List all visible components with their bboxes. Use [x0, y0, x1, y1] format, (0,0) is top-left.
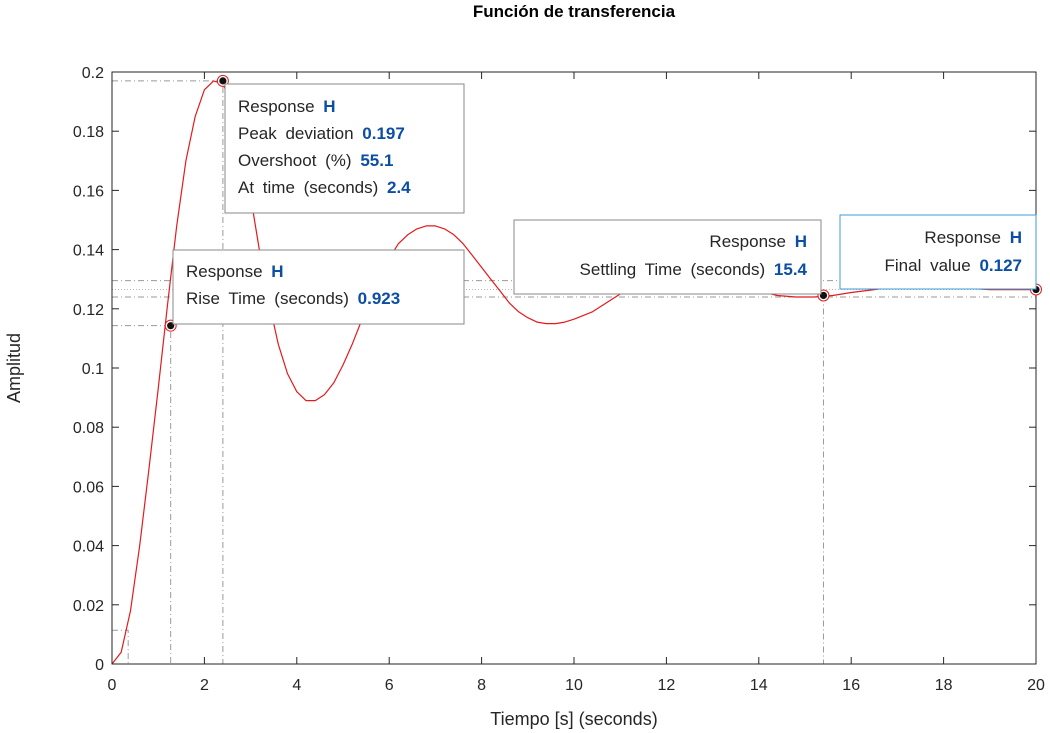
y-tick-label: 0.04: [73, 539, 104, 556]
datatip-value: 0.127: [979, 256, 1022, 275]
x-tick-label: 18: [935, 677, 953, 694]
svg-text:At time (seconds) 2.4: At time (seconds) 2.4: [238, 178, 411, 197]
y-tick-label: 0: [95, 657, 104, 674]
datatip-peak[interactable]: Response H Peak deviation 0.197 Overshoo…: [224, 83, 465, 214]
datatip-label: Response: [186, 262, 263, 281]
svg-text:Final value 0.127: Final value 0.127: [885, 256, 1023, 275]
datatip-label: Peak deviation: [238, 124, 354, 143]
x-tick-label: 16: [842, 677, 860, 694]
x-tick-label: 14: [750, 677, 768, 694]
datatip-final-value[interactable]: Response H Final value 0.127: [839, 214, 1037, 290]
datatip-label: Response: [238, 97, 315, 116]
rise-time-marker[interactable]: [167, 322, 175, 330]
x-tick-label: 10: [565, 677, 583, 694]
y-axis-label: Amplitud: [4, 333, 24, 403]
svg-text:Rise Time (seconds) 0.923: Rise Time (seconds) 0.923: [186, 289, 400, 308]
x-tick-label: 2: [200, 677, 209, 694]
datatip-value: 55.1: [360, 151, 393, 170]
rise-start-guide: [112, 629, 129, 664]
rise-end-guide: [112, 325, 172, 664]
y-tick-label: 0.14: [73, 243, 104, 260]
svg-text:Settling Time (seconds) 15.4: Settling Time (seconds) 15.4: [580, 260, 808, 279]
datatip-label: Rise Time (seconds): [186, 289, 349, 308]
peak-marker[interactable]: [219, 77, 227, 85]
y-tick-label: 0.02: [73, 598, 104, 615]
datatip-box: [513, 219, 822, 295]
datatip-box: [839, 214, 1037, 290]
x-tick-label: 6: [385, 677, 394, 694]
svg-text:Response H: Response H: [924, 228, 1022, 247]
series-line-H[interactable]: [111, 80, 1036, 665]
datatip-label: Response: [924, 228, 1001, 247]
y-tick-label: 0.1: [82, 361, 104, 378]
datatip-value: 2.4: [387, 178, 411, 197]
y-tick-label: 0.12: [73, 302, 104, 319]
datatip-box: [224, 83, 465, 214]
datatip-value: H: [795, 232, 807, 251]
y-tick-label: 0.16: [73, 183, 104, 200]
svg-text:Response H: Response H: [709, 232, 807, 251]
svg-text:Overshoot (%) 55.1: Overshoot (%) 55.1: [238, 151, 393, 170]
x-axis-label: Tiempo [s] (seconds): [490, 709, 657, 729]
datatip-box: [172, 249, 465, 325]
series-layer: [111, 80, 1036, 665]
datatip-value: H: [323, 97, 335, 116]
x-tick-label: 20: [1027, 677, 1045, 694]
x-tick-label: 8: [477, 677, 486, 694]
y-tick-label: 0.18: [73, 124, 104, 141]
datatip-settling-time[interactable]: Response H Settling Time (seconds) 15.4: [513, 219, 822, 295]
svg-text:Response H: Response H: [238, 97, 336, 116]
x-tick-label: 12: [658, 677, 676, 694]
datatip-label: At time (seconds): [238, 178, 378, 197]
datatip-value: 0.197: [362, 124, 405, 143]
datatip-label: Settling Time (seconds): [580, 260, 766, 279]
svg-text:Peak deviation 0.197: Peak deviation 0.197: [238, 124, 405, 143]
datatip-value: H: [271, 262, 283, 281]
x-tick-label: 4: [292, 677, 301, 694]
y-tick-label: 0.08: [73, 420, 104, 437]
x-tick-label: 0: [108, 677, 117, 694]
peak-guide: [112, 80, 224, 664]
y-tick-label: 0.06: [73, 479, 104, 496]
datatip-value: 0.923: [358, 289, 401, 308]
datatip-label: Response: [709, 232, 786, 251]
datatip-rise-time[interactable]: Response H Rise Time (seconds) 0.923: [172, 249, 465, 325]
settling-time-marker[interactable]: [819, 291, 828, 300]
y-tick-label: 0.2: [82, 65, 104, 82]
datatip-label: Overshoot (%): [238, 151, 352, 170]
datatip-value: 15.4: [774, 260, 808, 279]
axis-ticks: 0 2 4 6 8 10 12 14 16 18 20 0 0.02 0.04 0.06 0.08 0.1 0.1…: [73, 65, 1045, 694]
svg-text:Response H: Response H: [186, 262, 284, 281]
chart-title: Función de transferencia: [473, 2, 676, 21]
datatip-label: Final value: [885, 256, 971, 275]
datatip-value: H: [1010, 228, 1022, 247]
